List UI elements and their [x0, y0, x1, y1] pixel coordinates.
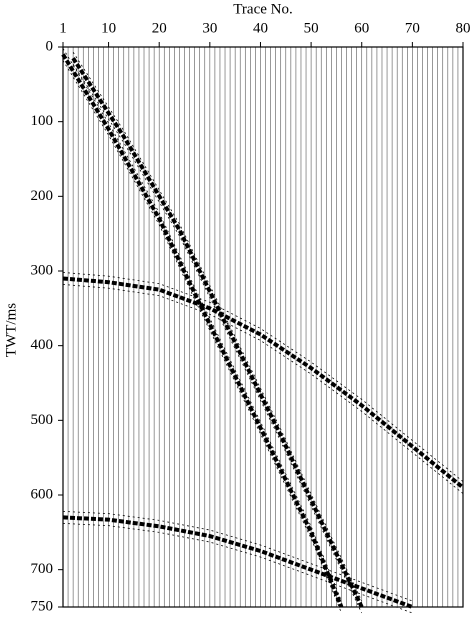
x-tick-label: 40 — [253, 20, 268, 36]
event-halo — [62, 284, 464, 494]
event — [62, 515, 414, 609]
plot-frame — [62, 46, 464, 608]
event-halo — [62, 511, 413, 602]
y-tick-label: 0 — [46, 38, 54, 54]
y-tick-label: 600 — [31, 486, 54, 502]
y-tick-label: 400 — [31, 337, 54, 353]
y-tick-label: 700 — [31, 561, 54, 577]
event — [61, 53, 344, 608]
event-halo — [62, 60, 342, 614]
y-tick-label: 750 — [31, 598, 54, 614]
x-tick-label: 60 — [354, 20, 369, 36]
y-axis-label: TWT/ms — [3, 303, 19, 357]
y-tick-label: 100 — [31, 113, 54, 129]
event — [62, 276, 465, 490]
event — [71, 57, 364, 608]
y-tick-label: 500 — [31, 412, 54, 428]
y-tick-label: 200 — [31, 188, 54, 204]
x-tick-label: 30 — [202, 20, 217, 36]
x-tick-label: 70 — [405, 20, 420, 36]
x-axis-label: Trace No. — [233, 1, 292, 17]
event-halo — [62, 272, 464, 482]
x-tick-label: 20 — [152, 20, 167, 36]
x-tick-label: 1 — [59, 20, 67, 36]
x-tick-label: 10 — [101, 20, 116, 36]
x-tick-label: 80 — [456, 20, 471, 36]
y-tick-label: 300 — [31, 262, 54, 278]
event-halo — [62, 48, 342, 602]
x-tick-label: 50 — [304, 20, 319, 36]
